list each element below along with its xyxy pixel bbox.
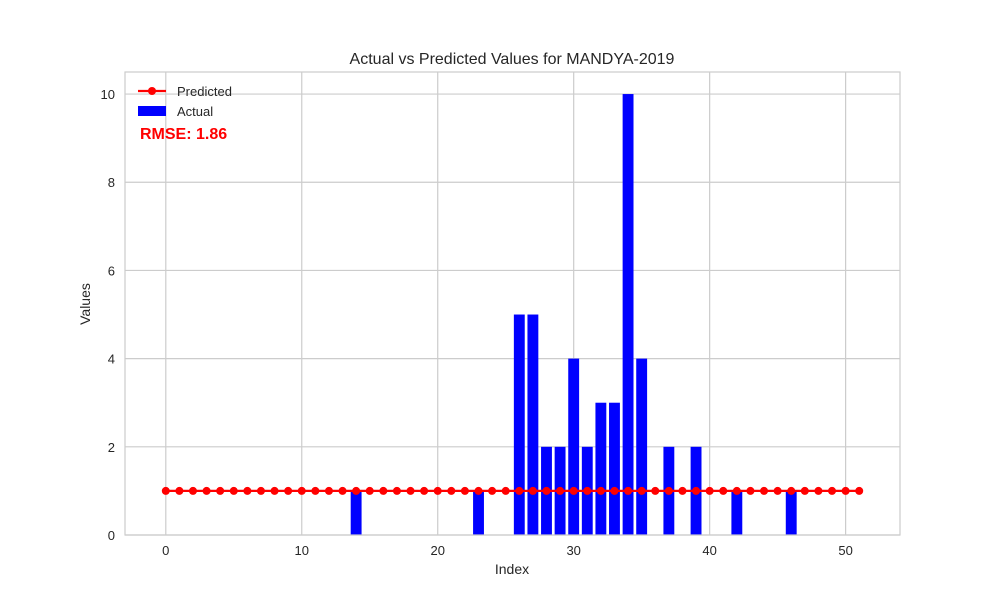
predicted-point bbox=[651, 486, 660, 495]
y-tick-label: 2 bbox=[108, 440, 115, 455]
y-tick-label: 8 bbox=[108, 175, 115, 190]
predicted-point bbox=[243, 486, 252, 495]
predicted-point bbox=[637, 486, 646, 495]
predicted-point bbox=[773, 486, 782, 495]
predicted-point bbox=[501, 486, 510, 495]
actual-bar bbox=[513, 314, 525, 535]
actual-bar bbox=[527, 314, 539, 535]
grid bbox=[125, 72, 900, 536]
predicted-point bbox=[800, 486, 809, 495]
tick-labels: 0 10 20 30 40 50 0 2 4 6 8 10 bbox=[101, 87, 853, 558]
predicted-point bbox=[256, 486, 265, 495]
predicted-point bbox=[760, 486, 769, 495]
x-tick-label: 10 bbox=[295, 543, 309, 558]
predicted-point bbox=[855, 486, 864, 495]
predicted-point bbox=[297, 486, 306, 495]
y-tick-label: 0 bbox=[108, 528, 115, 543]
predicted-point bbox=[610, 486, 619, 495]
predicted-point bbox=[719, 486, 728, 495]
rmse-annotation: RMSE: 1.86 bbox=[140, 126, 227, 143]
legend-actual-label: Actual bbox=[177, 104, 213, 119]
x-tick-label: 0 bbox=[162, 543, 169, 558]
predicted-point bbox=[460, 486, 469, 495]
y-tick-label: 6 bbox=[108, 263, 115, 278]
y-tick-label: 10 bbox=[101, 87, 115, 102]
predicted-point bbox=[433, 486, 442, 495]
legend-predicted-label: Predicted bbox=[177, 84, 232, 99]
x-tick-label: 50 bbox=[838, 543, 852, 558]
predicted-point bbox=[664, 486, 673, 495]
predicted-point bbox=[352, 486, 361, 495]
actual-bar bbox=[568, 358, 580, 535]
actual-bar bbox=[473, 490, 484, 535]
actual-bar bbox=[785, 490, 797, 535]
predicted-point bbox=[678, 486, 687, 495]
predicted-point bbox=[596, 486, 605, 495]
predicted-point bbox=[787, 486, 796, 495]
predicted-point bbox=[420, 486, 429, 495]
predicted-point bbox=[324, 486, 333, 495]
predicted-point bbox=[528, 486, 537, 495]
predicted-point bbox=[542, 486, 551, 495]
predicted-point bbox=[569, 486, 578, 495]
x-axis-label: Index bbox=[495, 561, 529, 577]
actual-bar bbox=[636, 358, 648, 535]
predicted-point bbox=[365, 486, 374, 495]
predicted-point bbox=[175, 486, 184, 495]
actual-bar bbox=[731, 490, 743, 535]
predicted-point bbox=[161, 486, 170, 495]
predicted-point bbox=[447, 486, 456, 495]
predicted-point bbox=[732, 486, 741, 495]
x-tick-label: 20 bbox=[430, 543, 444, 558]
actual-bar bbox=[595, 402, 607, 535]
predicted-point bbox=[202, 486, 211, 495]
predicted-point bbox=[338, 486, 347, 495]
predicted-point bbox=[406, 486, 415, 495]
predicted-point bbox=[216, 486, 225, 495]
predicted-point bbox=[556, 486, 565, 495]
predicted-point bbox=[488, 486, 497, 495]
predicted-point bbox=[284, 486, 293, 495]
x-tick-label: 40 bbox=[702, 543, 716, 558]
y-tick-label: 4 bbox=[108, 352, 115, 367]
predicted-point bbox=[828, 486, 837, 495]
actual-bar bbox=[622, 94, 634, 536]
legend: Predicted Actual bbox=[138, 84, 232, 119]
y-axis-label: Values bbox=[77, 283, 93, 325]
predicted-point bbox=[229, 486, 238, 495]
predicted-point bbox=[515, 486, 524, 495]
predicted-point bbox=[624, 486, 633, 495]
predicted-point bbox=[392, 486, 401, 495]
predicted-point bbox=[746, 486, 755, 495]
predicted-point bbox=[379, 486, 388, 495]
predicted-point bbox=[188, 486, 197, 495]
predicted-point bbox=[814, 486, 823, 495]
predicted-line bbox=[161, 486, 864, 495]
predicted-point bbox=[270, 486, 279, 495]
legend-actual-swatch bbox=[138, 106, 166, 116]
predicted-point bbox=[583, 486, 592, 495]
predicted-point bbox=[474, 486, 483, 495]
predicted-point bbox=[841, 486, 850, 495]
predicted-point bbox=[705, 486, 714, 495]
legend-predicted-marker-swatch bbox=[148, 87, 156, 95]
actual-bar bbox=[350, 490, 362, 535]
plot-frame bbox=[124, 71, 901, 536]
predicted-point bbox=[311, 486, 320, 495]
x-tick-label: 30 bbox=[566, 543, 580, 558]
actual-bar bbox=[609, 402, 620, 535]
predicted-point bbox=[692, 486, 701, 495]
chart-title: Actual vs Predicted Values for MANDYA-20… bbox=[350, 51, 675, 68]
